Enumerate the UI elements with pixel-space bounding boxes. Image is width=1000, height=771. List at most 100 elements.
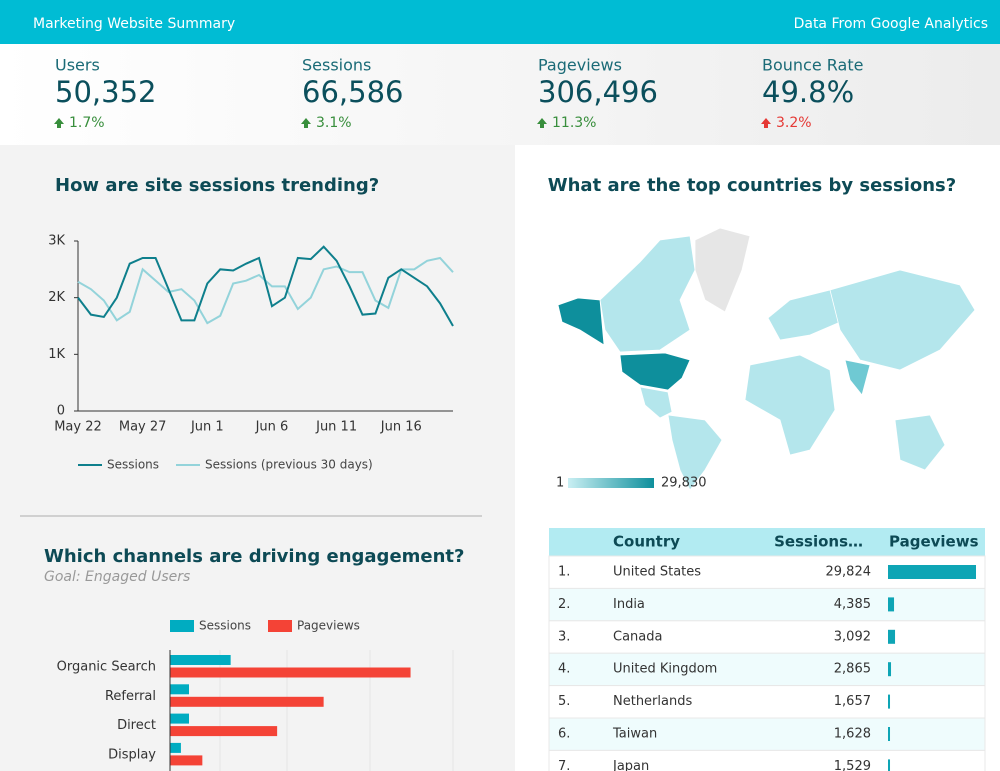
sessions: 1,657 xyxy=(834,694,871,709)
x-tick-label: Jun 11 xyxy=(315,420,357,435)
country: India xyxy=(613,597,645,612)
sessions: 4,385 xyxy=(834,597,871,612)
table-row xyxy=(548,685,986,719)
sessions: 3,092 xyxy=(834,629,871,644)
change-arrow xyxy=(761,118,771,128)
x-tick-label: May 27 xyxy=(119,420,167,435)
change-arrow xyxy=(301,118,311,128)
country: Taiwan xyxy=(612,727,657,742)
rank: 3. xyxy=(558,629,570,644)
africa xyxy=(744,354,836,456)
kpi-change: 1.7% xyxy=(69,115,105,131)
map-scale-min: 1 xyxy=(556,476,564,491)
world-map xyxy=(557,227,976,491)
pageviews-bar xyxy=(888,597,895,612)
category-label: Referral xyxy=(105,689,156,704)
y-tick-label: 1K xyxy=(48,347,65,362)
table-row xyxy=(548,749,986,771)
bar xyxy=(170,755,203,766)
column-header: Sessions… xyxy=(774,533,863,551)
sessions: 2,865 xyxy=(834,662,871,677)
rank: 6. xyxy=(558,727,570,742)
usa xyxy=(619,352,691,391)
y-tick-label: 3K xyxy=(48,234,65,249)
country: Japan xyxy=(612,759,649,771)
map-title: What are the top countries by sessions? xyxy=(548,175,956,196)
country: Netherlands xyxy=(613,694,692,709)
legend-swatch xyxy=(268,620,292,632)
table-row xyxy=(548,620,986,654)
pageviews-bar xyxy=(888,629,896,644)
legend-label: Sessions (previous 30 days) xyxy=(205,458,373,472)
india xyxy=(844,359,871,396)
x-tick-label: May 22 xyxy=(54,420,102,435)
central-america xyxy=(639,386,673,419)
kpi-value: 66,586 xyxy=(302,75,403,109)
table-row xyxy=(548,652,986,687)
pageviews-bar xyxy=(888,565,976,579)
south-america xyxy=(667,414,723,491)
rank: 7. xyxy=(558,759,570,771)
category-label: Display xyxy=(108,747,156,762)
map-scale xyxy=(568,478,654,488)
legend-label: Pageviews xyxy=(297,619,360,633)
rank: 1. xyxy=(558,565,570,580)
header-source: Data From Google Analytics xyxy=(794,16,988,32)
australia xyxy=(894,414,946,471)
x-tick-label: Jun 6 xyxy=(255,420,289,435)
legend-swatch xyxy=(170,620,194,632)
bar xyxy=(170,713,190,724)
greenland xyxy=(694,227,751,313)
alaska xyxy=(557,297,605,346)
x-tick-label: Jun 1 xyxy=(190,420,224,435)
y-tick-label: 2K xyxy=(48,290,65,305)
country: United States xyxy=(613,565,701,580)
sessions: 1,529 xyxy=(834,759,871,771)
chart-title: Which channels are driving engagement? xyxy=(44,546,464,567)
sessions: 1,628 xyxy=(834,727,871,742)
series-line xyxy=(77,245,454,327)
bar xyxy=(170,684,190,695)
table-row xyxy=(548,717,986,751)
column-header: Country xyxy=(613,533,680,551)
kpi-change: 3.1% xyxy=(316,115,352,131)
legend-label: Sessions xyxy=(199,619,251,633)
map-scale-max: 29,830 xyxy=(661,476,707,491)
kpi-value: 50,352 xyxy=(55,75,156,109)
pageviews-bar xyxy=(888,759,891,771)
bar xyxy=(170,696,324,707)
bar xyxy=(170,655,231,665)
sessions: 29,824 xyxy=(826,565,872,580)
bar xyxy=(170,742,181,753)
rank: 5. xyxy=(558,694,570,709)
chart-subtitle: Goal: Engaged Users xyxy=(44,569,190,585)
bar xyxy=(170,667,411,678)
kpi-change: 11.3% xyxy=(552,115,596,131)
kpi-label: Pageviews xyxy=(538,56,622,75)
pageviews-bar xyxy=(888,727,891,741)
header-title: Marketing Website Summary xyxy=(33,16,235,32)
pageviews-bar xyxy=(888,694,891,709)
table-header xyxy=(549,528,985,556)
chart-title: How are site sessions trending? xyxy=(55,175,379,196)
change-arrow xyxy=(54,118,64,128)
rank: 4. xyxy=(558,662,570,677)
kpi-change: 3.2% xyxy=(776,115,812,131)
y-tick-label: 0 xyxy=(57,404,65,419)
kpi-row xyxy=(0,44,1000,145)
header-bar xyxy=(0,0,1000,44)
pageviews-bar xyxy=(888,662,892,677)
country: United Kingdom xyxy=(613,662,717,677)
kpi-value: 306,496 xyxy=(538,75,658,109)
kpi-value: 49.8% xyxy=(762,75,854,109)
country: Canada xyxy=(613,629,662,644)
kpi-label: Bounce Rate xyxy=(762,56,863,75)
table-row xyxy=(548,587,986,622)
kpi-label: Users xyxy=(55,56,100,75)
bar xyxy=(170,726,278,737)
rank: 2. xyxy=(558,597,570,612)
kpi-label: Sessions xyxy=(302,56,371,75)
legend-label: Sessions xyxy=(107,458,159,472)
canada xyxy=(599,235,696,353)
